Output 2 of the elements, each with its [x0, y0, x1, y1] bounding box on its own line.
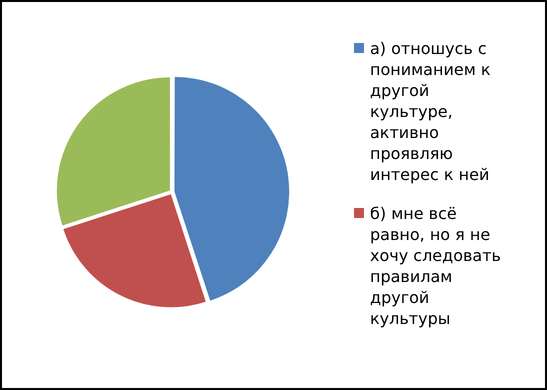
legend-label: а) отношусь с пониманием к другой культуре, активно проявляю интерес к ней [370, 38, 492, 185]
legend-label: б) мне всё равно, но я не хочу следовать правилам другой культуры [370, 203, 502, 329]
